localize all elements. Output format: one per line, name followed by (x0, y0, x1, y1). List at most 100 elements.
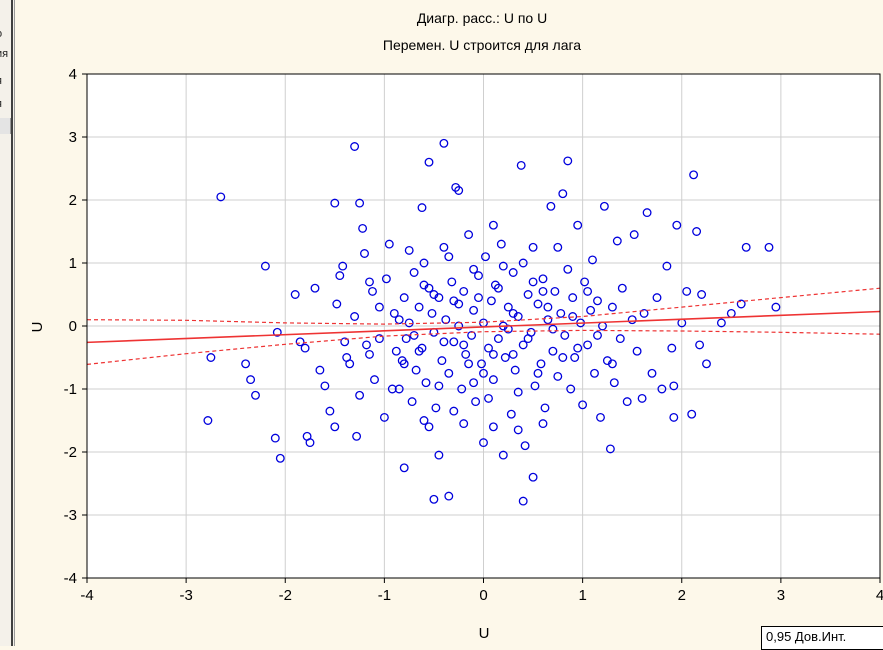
data-point (444, 252, 454, 262)
data-point (583, 340, 593, 350)
data-point (558, 189, 568, 199)
data-point (394, 315, 404, 325)
data-point (362, 340, 371, 350)
data-point (523, 334, 533, 344)
data-point (335, 271, 345, 281)
data-point (568, 293, 578, 303)
data-point (632, 346, 642, 356)
data-point (429, 494, 439, 504)
data-point (454, 186, 464, 195)
data-point (593, 330, 602, 340)
x-tick-label: -4 (80, 587, 93, 604)
data-point (275, 453, 285, 463)
data-point (493, 334, 503, 344)
data-point (528, 242, 538, 252)
data-point (399, 359, 409, 369)
x-axis-label: U (479, 625, 490, 642)
data-point (338, 261, 348, 271)
data-point (355, 198, 365, 208)
data-point (669, 381, 679, 391)
data-point (444, 491, 454, 501)
data-point (461, 349, 471, 359)
data-point (394, 384, 404, 394)
grid-lines (87, 74, 880, 578)
panel-splitter[interactable] (11, 0, 13, 646)
data-point (477, 359, 486, 369)
data-point (538, 286, 548, 296)
y-tick-label: 4 (69, 66, 77, 83)
data-point (484, 393, 493, 403)
data-point (484, 343, 493, 353)
data-point (424, 157, 434, 167)
data-point (404, 318, 414, 328)
data-point (662, 261, 672, 271)
data-point (295, 337, 305, 347)
data-point (546, 201, 556, 211)
data-point (409, 268, 419, 277)
data-point (553, 242, 563, 252)
data-point (429, 290, 439, 299)
data-point (513, 387, 523, 397)
data-point (434, 450, 444, 460)
y-tick-label: -1 (64, 381, 77, 398)
data-point (558, 353, 568, 362)
data-point (669, 412, 679, 422)
x-tick-label: 3 (777, 587, 785, 604)
y-tick-label: 0 (69, 318, 77, 335)
data-point (566, 384, 576, 394)
data-point (764, 242, 774, 252)
data-point (528, 277, 538, 287)
data-point (417, 203, 427, 213)
data-point (479, 368, 488, 378)
data-point (599, 201, 609, 211)
data-point (469, 264, 479, 274)
data-point (457, 384, 467, 394)
data-point (391, 346, 401, 356)
data-point (467, 330, 477, 340)
y-tick-label: 3 (69, 129, 77, 146)
data-point (560, 330, 570, 340)
data-point (488, 375, 498, 385)
data-point (538, 419, 548, 429)
data-point (528, 472, 538, 482)
data-point (578, 400, 588, 410)
data-point (736, 299, 746, 309)
data-point (355, 390, 365, 400)
data-point (508, 349, 518, 359)
data-point (520, 441, 530, 451)
data-point (605, 444, 615, 454)
data-point (447, 277, 457, 287)
data-point (471, 397, 481, 407)
data-point (496, 239, 506, 249)
data-point (206, 353, 216, 362)
data-point (459, 286, 469, 296)
x-tick-label: 4 (876, 587, 883, 604)
data-point (593, 296, 602, 306)
data-point (493, 283, 503, 293)
data-point (414, 302, 424, 312)
data-point (543, 315, 553, 325)
data-point (533, 299, 543, 309)
y-axis-label: U (29, 322, 46, 333)
data-point (320, 381, 330, 391)
data-point (424, 422, 434, 432)
data-point (365, 349, 374, 359)
x-tick-label: 0 (479, 587, 487, 604)
data-point (563, 264, 573, 274)
data-point (411, 365, 421, 375)
data-point (609, 378, 619, 388)
data-point (365, 277, 374, 287)
data-point (464, 359, 474, 369)
side-fragment: о (0, 28, 2, 41)
side-selection[interactable] (0, 118, 11, 134)
data-point (523, 290, 533, 299)
data-point (469, 378, 479, 388)
data-point (399, 463, 409, 473)
data-point (486, 296, 496, 306)
data-point (540, 403, 550, 413)
panel-border (14, 0, 15, 646)
data-point (647, 368, 657, 378)
data-point (474, 271, 483, 281)
data-point (350, 142, 360, 151)
